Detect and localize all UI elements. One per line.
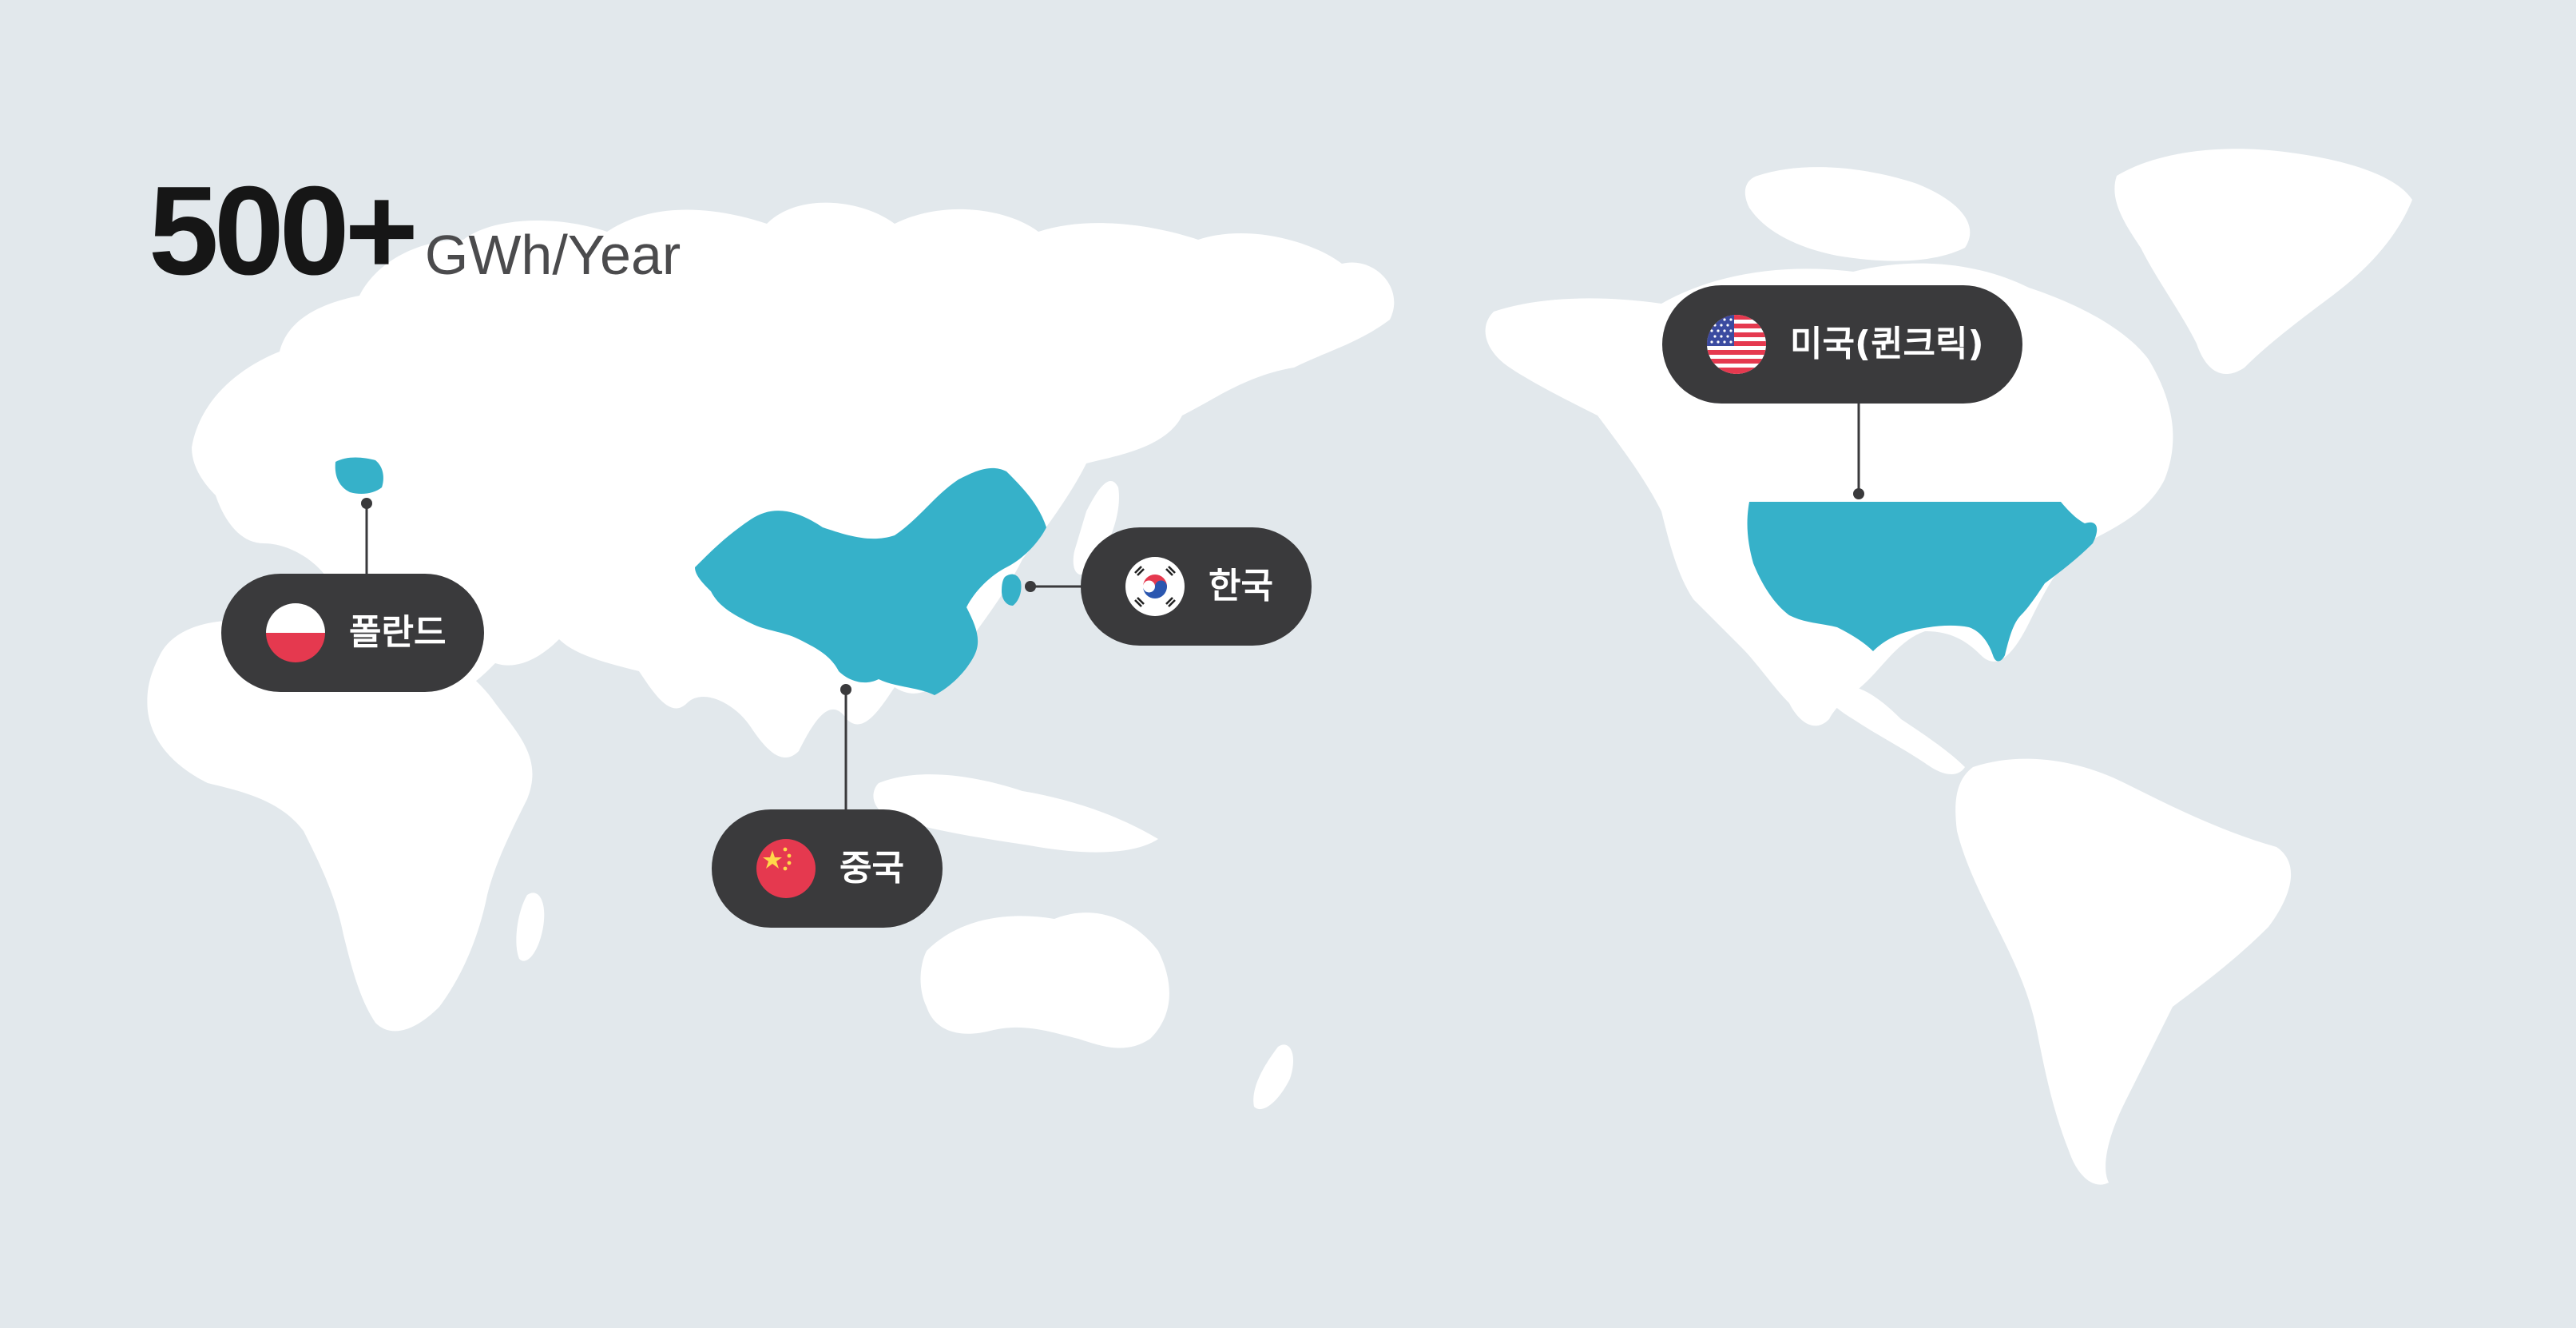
location-pill-china[interactable]: 중국 xyxy=(712,809,943,928)
landmass-indonesia xyxy=(873,774,1158,853)
location-label-korea: 한국 xyxy=(1209,566,1273,606)
location-pill-usa[interactable]: 미국(퀸크릭) xyxy=(1662,285,2022,404)
location-label-china: 중국 xyxy=(839,848,904,889)
china-flag-icon xyxy=(756,839,816,898)
landmass-central-america xyxy=(1826,685,1965,775)
landmass-australia xyxy=(920,913,1169,1048)
landmass-arctic-islands xyxy=(1744,167,1971,261)
location-pill-poland[interactable]: 폴란드 xyxy=(221,574,485,692)
pin-dot-china xyxy=(840,684,851,695)
location-label-poland: 폴란드 xyxy=(349,612,447,653)
highlight-usa xyxy=(1747,502,2098,662)
pin-dot-korea xyxy=(1025,581,1036,592)
pin-dot-poland xyxy=(361,498,372,509)
pin-dot-usa xyxy=(1853,488,1864,499)
landmass-africa xyxy=(147,620,533,1032)
landmass-new-zealand xyxy=(1253,1044,1294,1110)
location-label-usa: 미국(퀸크릭) xyxy=(1790,324,1984,364)
landmass-madagascar xyxy=(516,893,545,961)
location-pill-korea[interactable]: 한국 xyxy=(1081,527,1312,646)
korea-flag-icon xyxy=(1125,557,1185,616)
capacity-headline: 500+ GWh/Year xyxy=(149,168,681,294)
poland-flag-icon xyxy=(266,603,325,662)
landmass-japan xyxy=(1073,480,1119,575)
highlight-poland xyxy=(335,457,383,494)
landmass-greenland xyxy=(2114,149,2412,375)
landmass-south-america xyxy=(1955,758,2292,1185)
landmass-uk xyxy=(200,415,236,472)
usa-flag-icon xyxy=(1707,315,1766,374)
highlight-korea xyxy=(1002,574,1022,606)
capacity-unit: GWh/Year xyxy=(424,224,681,286)
capacity-value: 500+ xyxy=(149,161,419,301)
landmass-scandinavia xyxy=(309,309,410,426)
highlight-china xyxy=(695,467,1046,695)
landmass-eurasia xyxy=(192,202,1395,758)
